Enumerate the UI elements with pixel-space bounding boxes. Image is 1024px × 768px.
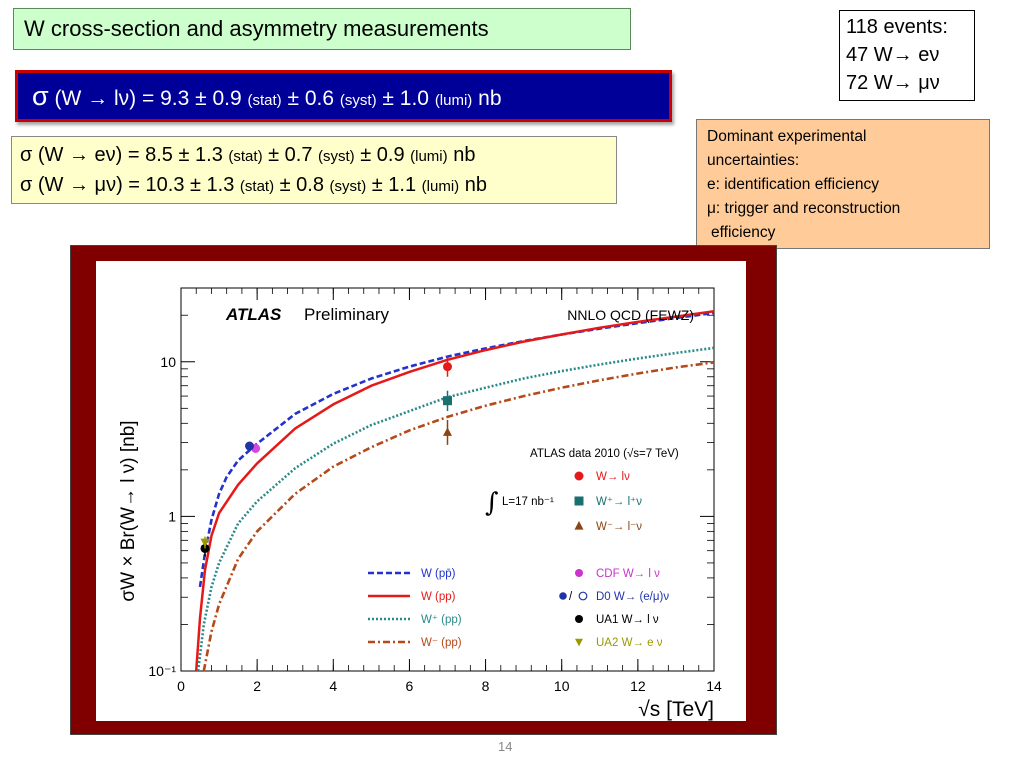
muon-unit: nb <box>459 174 487 196</box>
uncertainty-electron: e: identification efficiency <box>707 176 880 193</box>
data-point <box>443 396 452 406</box>
x-axis-label: √s [TeV] <box>638 698 714 721</box>
uncertainties-heading-2: uncertainties: <box>707 152 800 169</box>
channel-cross-sections: σ (W → eν) = 8.5 ± 1.3 (stat) ± 0.7 (sys… <box>11 136 617 204</box>
legend-other-marker <box>575 638 583 647</box>
data-legend-header: ATLAS data 2010 (√s=7 TeV) <box>530 447 679 460</box>
muon-lumi-value: ± 1.1 <box>366 174 422 196</box>
legend-data-label: W⁺→ l⁺ν <box>596 496 642 508</box>
combined-stat-label: (stat) <box>247 92 282 109</box>
legend-other-label: UA2 W→ e ν <box>596 637 663 649</box>
electron-channel-value: σ (W → eν) = 8.5 ± 1.3 <box>20 144 229 166</box>
muon-channel-value: σ (W → μν) = 10.3 ± 1.3 <box>20 174 240 196</box>
electron-syst-value: ± 0.7 <box>262 144 319 166</box>
x-tick-label: 4 <box>329 678 337 694</box>
legend-other-marker-open <box>578 591 588 601</box>
legend-other-marker <box>575 615 583 623</box>
muon-lumi-label: (lumi) <box>421 178 460 195</box>
combined-syst-label: (syst) <box>339 92 377 109</box>
legend-other-label: UA1 W→ l ν <box>596 614 659 626</box>
combined-syst-value: ± 0.6 <box>281 87 340 110</box>
theory-label: NNLO QCD (FEWZ) <box>567 307 694 323</box>
legend-theory-label: W⁻ (pp) <box>421 637 462 649</box>
luminosity-label: L=17 nb⁻¹ <box>502 496 554 508</box>
integral-symbol: ∫ <box>485 488 499 518</box>
legend-theory-label: W⁺ (pp) <box>421 614 462 626</box>
data-point <box>443 427 452 436</box>
legend-data-label: W→ lν <box>596 471 630 483</box>
electron-unit: nb <box>447 144 476 166</box>
legend-layer: W→ lν W⁺→ l⁺ν W⁻→ l⁻ν W (pp̄) W (pp) W⁺ (pp) W… <box>368 471 669 649</box>
combined-cross-section: σ (W → lν) = 9.3 ± 0.9 (stat) ± 0.6 (sys… <box>15 70 672 122</box>
legend-theory-label: W (pp) <box>421 591 456 603</box>
y-axis-label: σW × Br(W→ l ν) [nb] <box>118 420 139 601</box>
event-count-box: 118 events: 47 W→ eν 72 W→ μν <box>839 10 975 101</box>
legend-data-marker <box>574 471 584 481</box>
combined-lumi-value: ± 1.0 <box>376 87 435 110</box>
muon-channel-line: σ (W → μν) = 10.3 ± 1.3 (stat) ± 0.8 (sy… <box>20 171 608 201</box>
plot-area-border <box>180 287 715 672</box>
series-line <box>194 310 715 672</box>
electron-stat-label: (stat) <box>228 148 263 165</box>
curves-layer <box>194 310 715 672</box>
sigma-symbol: σ <box>32 81 49 111</box>
legend-data-marker <box>574 521 584 530</box>
legend-data-label: W⁻→ l⁻ν <box>596 521 642 533</box>
x-tick-label: 14 <box>706 678 722 694</box>
series-line <box>196 346 715 672</box>
electron-channel-line: σ (W → eν) = 8.5 ± 1.3 (stat) ± 0.7 (sys… <box>20 141 608 171</box>
legend-other-separator: / <box>569 591 573 603</box>
atlas-label: ATLAS <box>225 305 282 324</box>
y-tick-label: 10⁻¹ <box>148 663 176 679</box>
plot-frame: 0 2 4 6 8 10 12 14 10⁻¹ 1 10 W→ lν W⁺→ l⁺ν W⁻→ l⁻ν W … <box>70 245 777 735</box>
x-tick-label: 8 <box>482 678 490 694</box>
axes-layer: 0 2 4 6 8 10 12 14 10⁻¹ 1 10 <box>148 287 722 694</box>
uncertainties-heading-1: Dominant experimental <box>707 128 867 145</box>
plot-background <box>96 261 746 721</box>
y-tick-label: 10 <box>160 354 176 370</box>
x-tick-label: 12 <box>630 678 646 694</box>
electron-syst-label: (syst) <box>318 148 355 165</box>
electron-lumi-value: ± 0.9 <box>354 144 411 166</box>
x-tick-label: 2 <box>253 678 261 694</box>
event-count-electron: 47 W→ eν <box>846 44 940 66</box>
muon-syst-value: ± 0.8 <box>274 174 330 196</box>
points-layer <box>200 356 452 557</box>
data-point <box>200 538 210 548</box>
legend-other-marker <box>559 592 567 600</box>
uncertainty-muon-cont: efficiency <box>711 224 776 241</box>
data-point <box>443 362 452 372</box>
muon-syst-label: (syst) <box>329 178 367 195</box>
x-tick-label: 6 <box>406 678 414 694</box>
combined-unit: nb <box>472 87 502 110</box>
event-count-total: 118 events: <box>846 16 948 38</box>
page-number: 14 <box>498 739 513 754</box>
uncertainties-box: Dominant experimental uncertainties: e: … <box>696 119 990 249</box>
combined-lumi-label: (lumi) <box>434 92 473 109</box>
y-tick-label: 1 <box>168 508 176 524</box>
combined-value: (W → lν) = 9.3 ± 0.9 <box>48 87 248 110</box>
event-count-muon: 72 W→ μν <box>846 72 940 94</box>
muon-stat-label: (stat) <box>239 178 275 195</box>
electron-lumi-label: (lumi) <box>410 148 448 165</box>
preliminary-label: Preliminary <box>304 305 390 324</box>
uncertainty-muon: μ: trigger and reconstruction <box>707 200 901 217</box>
legend-other-label: D0 W→ (e/μ)ν <box>596 591 669 603</box>
series-line <box>202 361 715 672</box>
data-point <box>245 441 255 451</box>
legend-other-marker <box>575 569 583 577</box>
legend-theory-label: W (pp̄) <box>421 568 456 580</box>
legend-data-marker <box>574 496 584 506</box>
x-tick-label: 0 <box>177 678 185 694</box>
slide-title: W cross-section and asymmetry measuremen… <box>13 8 631 50</box>
x-tick-label: 10 <box>554 678 570 694</box>
cross-section-plot: 0 2 4 6 8 10 12 14 10⁻¹ 1 10 W→ lν W⁺→ l⁺ν W⁻→ l⁻ν W … <box>96 261 746 721</box>
legend-other-label: CDF W→ l ν <box>596 568 660 580</box>
